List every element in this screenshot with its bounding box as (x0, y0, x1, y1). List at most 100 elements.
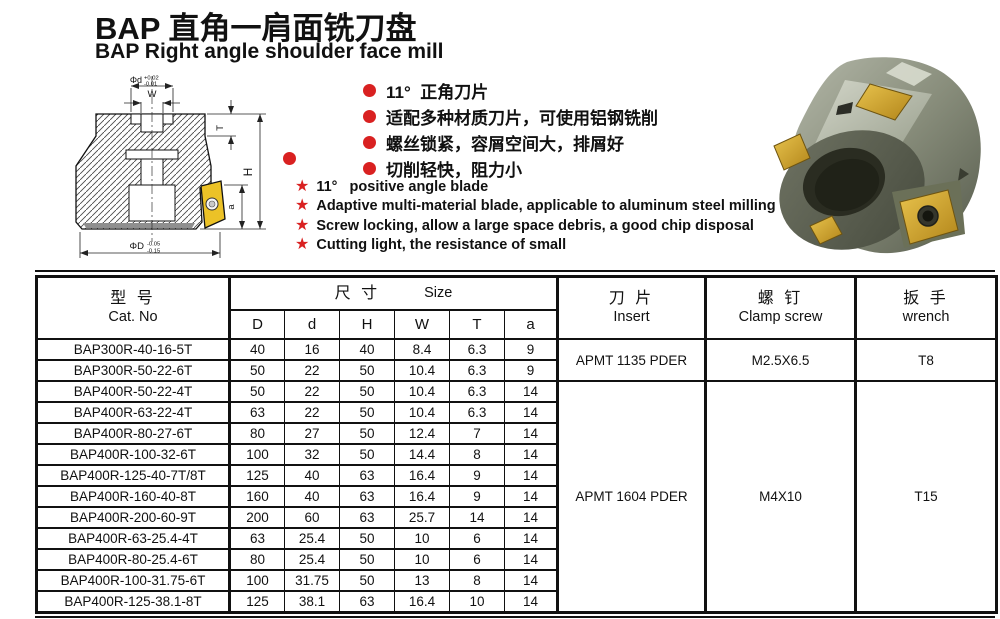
cat-no-cell: BAP300R-50-22-6T (36, 359, 231, 382)
size-cell: 14 (503, 401, 560, 424)
col-header-cat-no: 型 号 Cat. No (36, 275, 231, 340)
size-cell: 50 (339, 443, 395, 466)
col-header-W: W (394, 309, 450, 340)
dim-phi-d-tol-dn: -0.01 (144, 82, 157, 88)
size-cell: 40 (284, 464, 340, 487)
size-cell: 22 (284, 380, 340, 403)
product-photo (752, 50, 992, 265)
size-cell: 80 (229, 548, 285, 571)
size-cell: 125 (229, 464, 285, 487)
feature-item: ★ Cutting light, the resistance of small (295, 236, 776, 256)
table-row: BAP400R-125-40-7T/8T 125 40 63 16.4 9 14 (36, 464, 997, 487)
table-row: BAP400R-125-38.1-8T 125 38.1 63 16.4 10 14 (36, 590, 997, 614)
size-cell: 14 (503, 569, 560, 592)
dim-phi-D (79, 232, 221, 258)
feature-text: 11° 正角刀片 (386, 82, 489, 102)
dim-h-label: H (241, 168, 255, 177)
size-cell: 50 (339, 401, 395, 424)
features-en: ★ 11° positive angle blade ★ Adaptive multi… (295, 177, 776, 255)
product-photo-svg (773, 57, 981, 254)
size-cell: 12.4 (394, 422, 450, 445)
insert-header-en: Insert (613, 309, 650, 326)
bullet-dot-icon (283, 152, 296, 165)
dim-phi-d-tol-up: +0.02 (144, 76, 159, 82)
star-icon: ★ (295, 197, 310, 215)
feature-item: 螺丝锁紧，容屑空间大，排屑好 (363, 129, 658, 155)
size-header-zh: 尺 寸 (334, 284, 381, 302)
size-cell: 63 (339, 464, 395, 487)
size-cell: 25.4 (284, 548, 340, 571)
features-zh: 11° 正角刀片 适配多种材质刀片，可使用铝钢铣削 螺丝锁紧，容屑空间大，排屑好 切削… (363, 77, 658, 181)
dim-w-label: W (148, 89, 157, 100)
dim-phi-D-label: ΦD (130, 241, 145, 252)
wrench-header-en: wrench (902, 309, 950, 326)
size-cell: 31.75 (284, 569, 340, 592)
star-icon: ★ (295, 216, 310, 234)
page-subtitle: BAP Right angle shoulder face mill (95, 40, 444, 63)
bullet-dot-icon (363, 161, 376, 175)
size-cell: 16 (284, 338, 340, 361)
feature-item: 适配多种材质刀片，可使用铝钢铣削 (363, 103, 658, 129)
size-cell: 14.4 (394, 443, 450, 466)
dim-phi-D-tol-up: -0.05 (147, 242, 160, 248)
size-cell: 63 (339, 506, 395, 529)
size-cell: 63 (339, 590, 395, 614)
dim-t-label: T (215, 125, 226, 131)
size-cell: 14 (503, 380, 560, 403)
size-cell: 14 (503, 590, 560, 614)
size-cell: 22 (284, 359, 340, 382)
size-cell: 27 (284, 422, 340, 445)
dim-phi-D-tol-dn: -0.15 (147, 249, 160, 255)
table-row: BAP400R-80-27-6T 80 27 50 12.4 7 14 (36, 422, 997, 445)
size-cell: 10 (394, 527, 450, 550)
cat-no-cell: BAP300R-40-16-5T (36, 338, 231, 361)
size-cell: 10.4 (394, 380, 450, 403)
size-cell: 10 (449, 590, 505, 614)
size-cell: 60 (284, 506, 340, 529)
size-cell: 50 (229, 359, 285, 382)
table-row: BAP400R-63-25.4-4T 63 25.4 50 10 6 14 (36, 527, 997, 550)
screw-cell: M2.5X6.5 (705, 338, 858, 382)
size-cell: 10.4 (394, 359, 450, 382)
size-cell: 22 (284, 401, 340, 424)
size-cell: 13 (394, 569, 450, 592)
cat-no-cell: BAP400R-63-22-4T (36, 401, 231, 424)
screw-cell: M4X10 (705, 380, 858, 614)
divider (35, 616, 995, 618)
size-cell: 38.1 (284, 590, 340, 614)
feature-text: Cutting light, the resistance of small (316, 237, 567, 254)
dim-a-label: a (226, 204, 237, 210)
size-cell: 32 (284, 443, 340, 466)
dim-h (200, 114, 266, 230)
size-cell: 125 (229, 590, 285, 614)
size-cell: 40 (284, 485, 340, 508)
dim-a (224, 184, 248, 229)
wrench-cell: T8 (855, 338, 998, 382)
cat-header-zh: 型 号 (110, 290, 156, 308)
col-header-wrench: 扳 手 wrench (855, 275, 998, 340)
cat-no-cell: BAP400R-125-40-7T/8T (36, 464, 231, 487)
cat-header-en: Cat. No (108, 309, 158, 326)
drawing-svg: Φd +0.02 -0.01 W T H a ΦD -0.05 -0.15 (75, 75, 266, 258)
size-cell: 200 (229, 506, 285, 529)
size-cell: 50 (229, 380, 285, 403)
table-row: BAP400R-100-31.75-6T 100 31.75 50 13 8 14 (36, 569, 997, 592)
feature-item: ★ Screw locking, allow a large space debr… (295, 216, 776, 236)
table-row: BAP400R-100-32-6T 100 32 50 14.4 8 14 (36, 443, 997, 466)
size-cell: 9 (503, 338, 560, 361)
bullet-dot-icon (363, 109, 376, 123)
feature-item: 切削轻快，阻力小 (363, 155, 658, 181)
size-cell: 14 (503, 506, 560, 529)
size-cell: 6 (449, 548, 505, 571)
cat-no-cell: BAP400R-200-60-9T (36, 506, 231, 529)
table-row: BAP400R-50-22-4T 50 22 50 10.4 6.3 14 APMT 1604… (36, 380, 998, 614)
size-cell: 50 (339, 380, 395, 403)
col-header-D: D (229, 309, 285, 340)
size-cell: 14 (503, 527, 560, 550)
feature-text: Screw locking, allow a large space debri… (316, 217, 754, 234)
size-cell: 10.4 (394, 401, 450, 424)
insert-cell: APMT 1135 PDER (557, 338, 708, 382)
size-cell: 16.4 (394, 464, 450, 487)
cat-no-cell: BAP400R-160-40-8T (36, 485, 231, 508)
insert-header-zh: 刀 片 (608, 290, 655, 308)
